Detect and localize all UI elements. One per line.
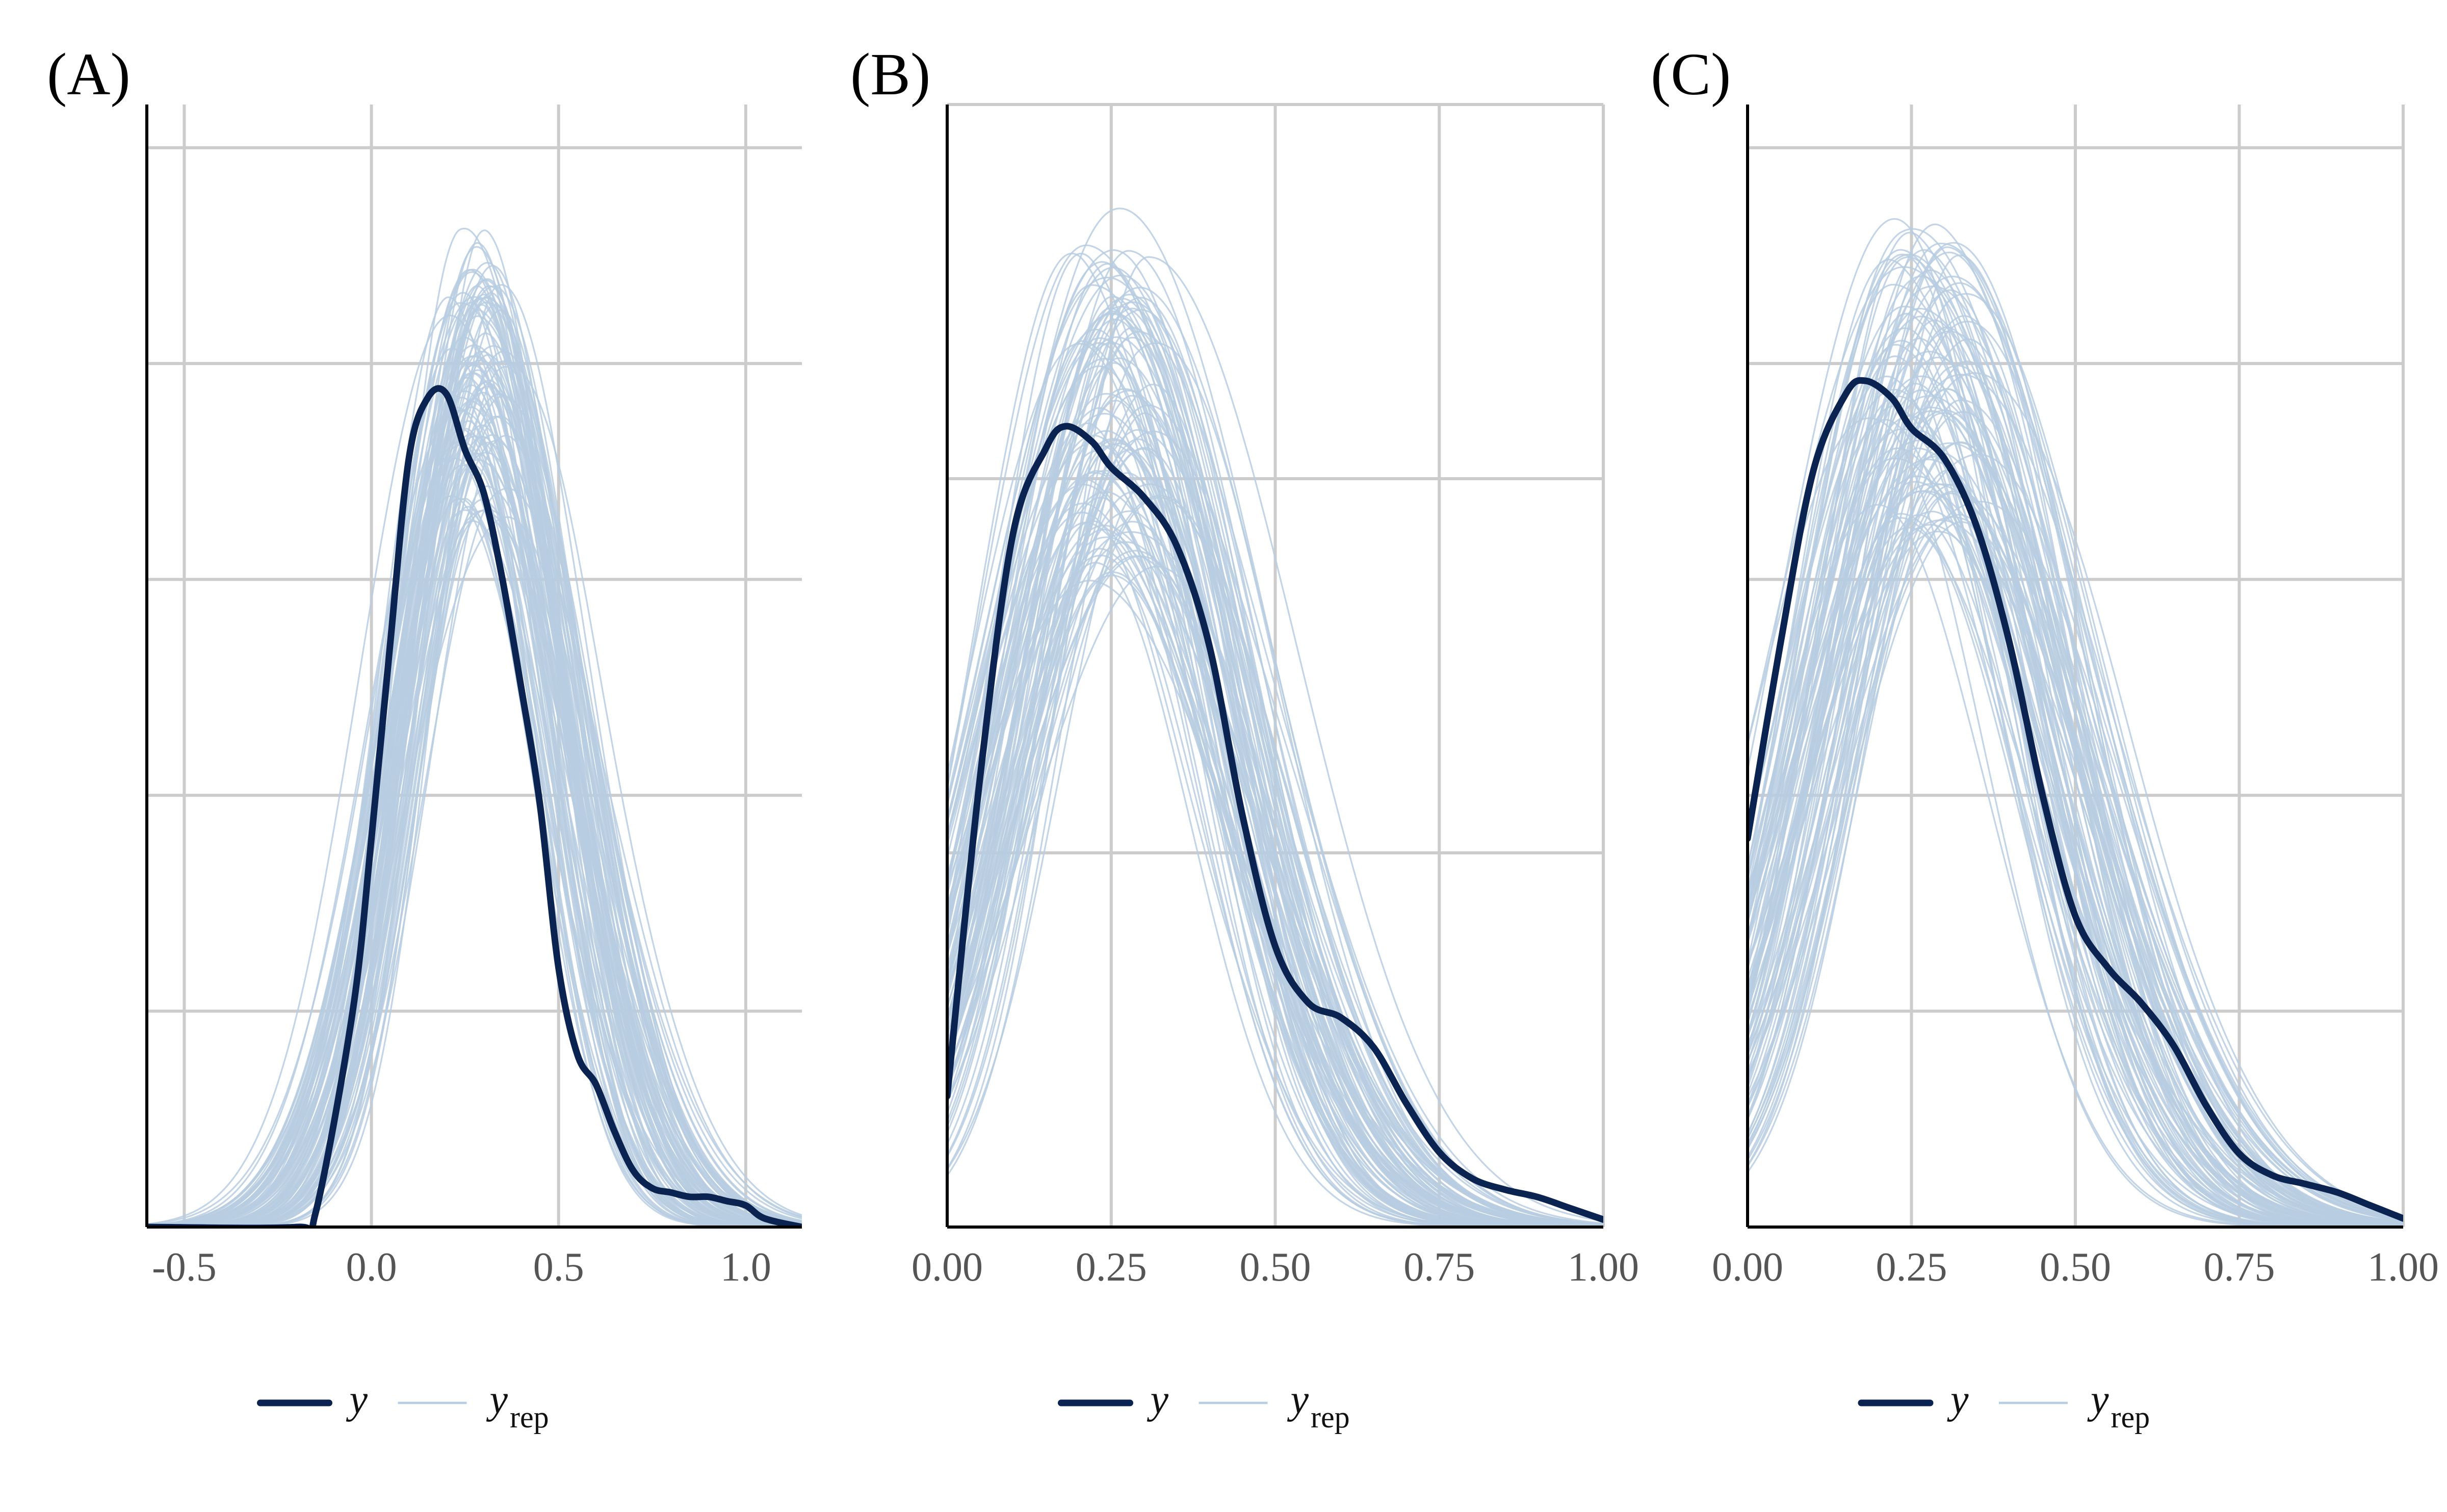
legend-yrep-label: yrep	[1287, 1377, 1350, 1434]
yrep-density-curve	[147, 360, 802, 1227]
yrep-density-curve	[147, 437, 802, 1227]
legend: y yrep	[1061, 1377, 1350, 1434]
x-tick-label: 0.00	[912, 1245, 983, 1290]
legend-y-label: y	[1147, 1377, 1169, 1422]
yrep-density-curve	[147, 454, 802, 1227]
yrep-density-curve	[147, 486, 802, 1227]
yrep-density-curve	[147, 394, 802, 1227]
x-tick-label: 1.00	[2367, 1245, 2439, 1290]
legend: y yrep	[261, 1377, 549, 1434]
yrep-density-curve	[147, 356, 802, 1226]
x-tick-label: 0.75	[1403, 1245, 1475, 1290]
yrep-density-curve	[147, 279, 802, 1227]
yrep-density-curve	[147, 270, 802, 1227]
yrep-density-curve	[147, 230, 802, 1227]
panel-a: -0.5 0.0 0.5 1.0 (A) y yrep	[47, 41, 802, 1434]
yrep-density-curve	[147, 345, 802, 1227]
x-tick-label: 0.75	[2204, 1245, 2275, 1290]
yrep-density-curve	[147, 355, 802, 1227]
yrep-density-curve	[147, 458, 802, 1227]
yrep-density-curve	[147, 346, 802, 1227]
yrep-density-curve	[147, 272, 802, 1227]
legend-yrep-label: yrep	[486, 1377, 549, 1434]
x-tick-label: 1.0	[720, 1245, 771, 1290]
yrep-density-curve	[147, 496, 802, 1227]
x-tick-label: 0.50	[2040, 1245, 2111, 1290]
x-tick-label: 0.50	[1240, 1245, 1311, 1290]
legend: y yrep	[1861, 1377, 2150, 1434]
x-tick-label: 1.00	[1568, 1245, 1639, 1290]
x-tick-label: 0.25	[1076, 1245, 1147, 1290]
panel-label: (C)	[1651, 41, 1731, 108]
legend-y-label: y	[1947, 1377, 1969, 1422]
yrep-density-curve	[147, 436, 802, 1227]
legend-yrep-label: yrep	[2087, 1377, 2150, 1434]
yrep-curves	[147, 228, 802, 1227]
yrep-density-curve	[147, 460, 802, 1227]
yrep-density-curve	[147, 442, 802, 1227]
yrep-density-curve	[147, 228, 802, 1227]
yrep-density-curve	[147, 401, 802, 1227]
yrep-density-curve	[147, 499, 802, 1227]
x-tick-labels: 0.00 0.25 0.50 0.75 1.00	[1712, 1245, 2439, 1290]
yrep-density-curve	[147, 441, 802, 1227]
yrep-density-curve	[147, 270, 802, 1227]
x-tick-label: -0.5	[152, 1245, 217, 1290]
legend-y-label: y	[346, 1377, 368, 1422]
yrep-density-curve	[147, 441, 802, 1227]
panel-c: 0.00 0.25 0.50 0.75 1.00 (C) y yrep	[1651, 41, 2439, 1434]
x-tick-labels: -0.5 0.0 0.5 1.0	[152, 1245, 771, 1290]
yrep-density-curve	[147, 453, 802, 1227]
panel-label: (A)	[47, 41, 131, 108]
x-tick-labels: 0.00 0.25 0.50 0.75 1.00	[912, 1245, 1639, 1290]
yrep-density-curve	[147, 316, 802, 1226]
yrep-density-curve	[147, 445, 802, 1227]
yrep-density-curve	[147, 280, 802, 1227]
panel-b: 0.00 0.25 0.50 0.75 1.00 (B) y yrep	[850, 41, 1639, 1434]
x-tick-label: 0.00	[1712, 1245, 1783, 1290]
x-tick-label: 0.0	[346, 1245, 397, 1290]
panel-label: (B)	[850, 41, 930, 108]
yrep-density-curve	[147, 410, 802, 1225]
yrep-density-curve	[147, 436, 802, 1227]
yrep-density-curve	[147, 356, 802, 1227]
yrep-density-curve	[147, 488, 802, 1227]
yrep-density-curve	[147, 367, 802, 1227]
x-tick-label: 0.25	[1876, 1245, 1947, 1290]
x-tick-label: 0.5	[533, 1245, 584, 1290]
